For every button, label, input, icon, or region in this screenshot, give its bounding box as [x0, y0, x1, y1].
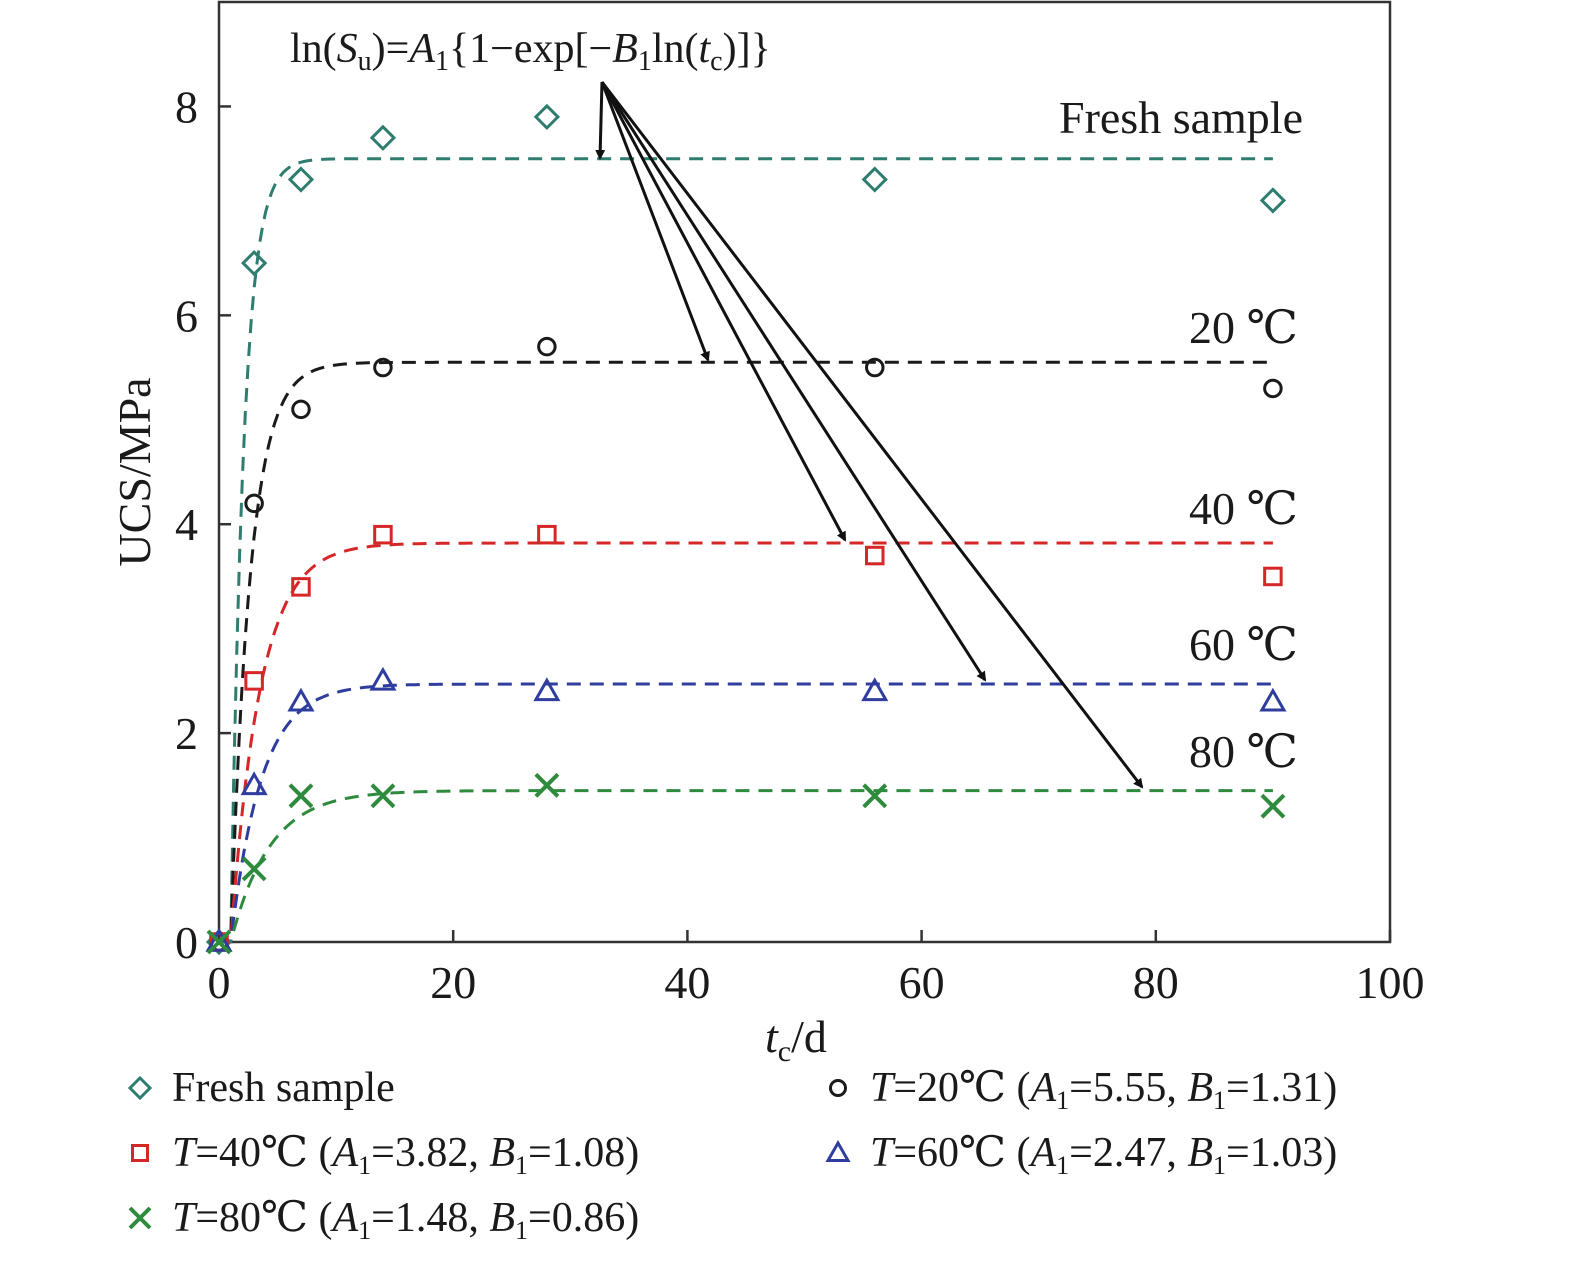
- data-point-t40: [291, 577, 311, 597]
- legend-marker-fresh: [127, 1075, 153, 1101]
- fit-curve-t60: [219, 682, 1273, 944]
- x-tick-label: 100: [1356, 957, 1425, 1008]
- fit-formula: ln(Su)=A1{1−exp[−B1ln(tc)]}: [290, 26, 771, 77]
- data-point-fresh: [533, 103, 561, 131]
- data-point-t80: [1260, 793, 1286, 819]
- formula-arrow: [600, 81, 987, 682]
- legend-80c: T=80℃ (A1=1.48, B1=0.86): [172, 1195, 639, 1245]
- axis-ticks: 0 20 40 60 80 100 0 2 4 6 8: [175, 81, 1425, 1008]
- formula-arrow: [595, 81, 606, 160]
- curve-label-fresh: Fresh sample: [1059, 92, 1303, 143]
- curve-label-80c: 80 ℃: [1189, 726, 1298, 777]
- formula-arrows: [595, 81, 1144, 789]
- legend-fresh: Fresh sample: [172, 1065, 395, 1111]
- data-point-t60: [287, 687, 315, 712]
- data-point-t40: [244, 671, 264, 691]
- data-markers: [205, 103, 1287, 956]
- fit-curve-fresh: [219, 157, 1273, 944]
- data-point-fresh: [241, 249, 268, 277]
- legend-marker-t80: [128, 1206, 152, 1230]
- data-point-fresh: [287, 166, 315, 193]
- legend: Fresh sample T=20℃ (A1=5.55, B1=1.31) T=…: [127, 1065, 1337, 1245]
- legend-marker-t40: [131, 1144, 149, 1162]
- data-point-t60: [205, 927, 233, 952]
- legend-60c: T=60℃ (A1=2.47, B1=1.03): [870, 1130, 1337, 1180]
- data-point-t40: [1263, 566, 1283, 587]
- data-point-t20: [244, 493, 264, 514]
- data-point-t20: [1263, 378, 1283, 399]
- fit-curve-t40: [219, 541, 1273, 944]
- fit-curve-t20: [219, 360, 1273, 944]
- curve-label-20c: 20 ℃: [1189, 302, 1298, 353]
- curve-label-40c: 40 ℃: [1189, 483, 1298, 534]
- data-point-t60: [1259, 687, 1287, 712]
- legend-marker-t20: [829, 1079, 847, 1097]
- legend-marks: [127, 1075, 851, 1230]
- x-tick-label: 20: [430, 957, 476, 1008]
- data-point-t40: [537, 524, 557, 545]
- y-tick-label: 8: [175, 81, 198, 132]
- data-point-t80: [241, 856, 267, 882]
- data-point-t20: [291, 399, 311, 420]
- formula-arrow: [600, 81, 710, 362]
- data-point-fresh: [369, 124, 397, 151]
- data-point-t60: [369, 666, 397, 691]
- data-point-t80: [288, 783, 314, 809]
- y-tick-label: 6: [175, 290, 198, 341]
- x-tick-label: 60: [899, 957, 945, 1008]
- formula-arrow: [600, 81, 847, 542]
- data-point-t20: [537, 336, 557, 357]
- data-point-t80: [370, 783, 396, 809]
- data-point-fresh: [1259, 187, 1287, 214]
- data-point-t20: [373, 357, 393, 378]
- x-tick-label: 40: [664, 957, 710, 1008]
- data-point-t20: [865, 357, 885, 378]
- y-tick-label: 2: [175, 708, 198, 759]
- data-point-t40: [373, 524, 393, 545]
- data-point-t60: [240, 771, 268, 796]
- fit-curve-t80: [219, 789, 1273, 944]
- data-point-t60: [533, 677, 561, 702]
- formula-arrow: [600, 81, 1144, 789]
- curve-label-60c: 60 ℃: [1189, 619, 1298, 670]
- data-point-t80: [534, 772, 560, 798]
- plot-frame: [217, 0, 1392, 944]
- x-tick-label: 80: [1133, 957, 1179, 1008]
- data-point-t60: [861, 677, 889, 702]
- y-tick-label: 4: [175, 499, 198, 550]
- data-point-fresh: [861, 166, 888, 193]
- x-axis-label: tc/d: [765, 1011, 827, 1068]
- fit-curves: [219, 157, 1273, 944]
- y-tick-label: 0: [175, 917, 198, 968]
- data-point-t80: [862, 783, 888, 809]
- data-point-t80: [206, 929, 232, 955]
- legend-20c: T=20℃ (A1=5.55, B1=1.31): [870, 1065, 1337, 1115]
- data-point-t40: [865, 545, 885, 566]
- x-tick-label: 0: [208, 957, 231, 1008]
- legend-marker-t60: [825, 1139, 851, 1162]
- y-axis-label: UCS/MPa: [109, 377, 160, 566]
- legend-40c: T=40℃ (A1=3.82, B1=1.08): [172, 1130, 639, 1180]
